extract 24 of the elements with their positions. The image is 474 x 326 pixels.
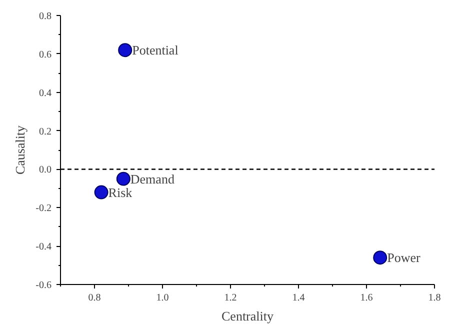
annotation: Power: [387, 250, 421, 266]
x-tick-label: 0.8: [88, 292, 101, 304]
x-tick-label: 1.2: [224, 292, 237, 304]
y-tick-label: -0.2: [36, 203, 52, 214]
point: [94, 185, 108, 200]
y-tick-label: 0.0: [39, 164, 52, 176]
y-tick-label: 0.2: [39, 126, 52, 138]
y-tick-label: 0.4: [39, 88, 52, 99]
point: [116, 172, 130, 186]
y-tick-label: 0.6: [39, 49, 52, 60]
y-tick-label: -0.4: [36, 242, 52, 253]
point: [118, 43, 132, 58]
y-tick-label: -0.6: [36, 280, 52, 291]
y-axis-title: Causality: [12, 124, 28, 175]
x-tick-label: 1.8: [428, 292, 441, 304]
x-axis-title: Centrality: [222, 308, 274, 324]
annotation: Demand: [130, 171, 175, 186]
x-tick-label: 1.0: [156, 292, 169, 304]
point: [373, 250, 388, 265]
x-tick-label: 1.6: [360, 292, 373, 304]
annotation: Risk: [108, 184, 133, 200]
y-tick-label: 0.8: [39, 11, 52, 22]
x-tick-label: 1.4: [292, 292, 305, 304]
annotation: Potential: [132, 42, 179, 58]
